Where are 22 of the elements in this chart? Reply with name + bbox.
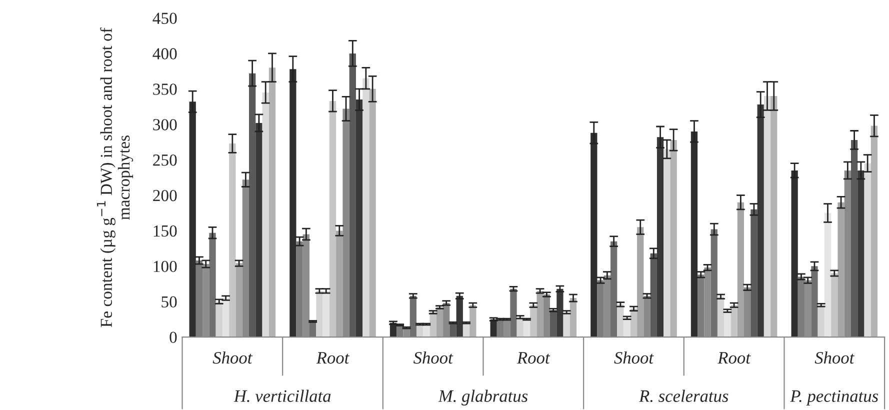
text: R. sceleratus (638, 390, 728, 402)
x-tick-label: Root (516, 352, 550, 364)
y-tick-label: 450 (152, 12, 177, 24)
y-axis-title: Fe content (µg g$^{−1}$ DW) in shoot and root of macrophytes (96, 28, 134, 328)
y-tick-label: 250 (153, 154, 177, 166)
x-tick-label: Shoot (814, 351, 855, 364)
y-tick-label: 100 (154, 260, 177, 272)
y-tick-label: 150 (154, 225, 177, 237)
y-tick-label: 400 (152, 48, 177, 60)
y-tick-label: 300 (153, 119, 177, 130)
text: H. verticillata (234, 390, 331, 402)
text: P. pectinatus (790, 390, 878, 406)
x-tick-label: Shoot (212, 351, 253, 364)
y-tick-label: 0 (170, 332, 177, 343)
x-tick-label: Root (718, 352, 751, 364)
y-tick-label: 50 (162, 296, 177, 308)
y-tick-label: 200 (153, 190, 177, 202)
x-tick-label: Shoot (614, 351, 654, 364)
x-tick-label: Root (316, 352, 350, 364)
y-tick-label: 350 (153, 84, 177, 95)
x-tick-label: Shoot (414, 351, 454, 364)
text: M. glabratus (438, 390, 528, 406)
